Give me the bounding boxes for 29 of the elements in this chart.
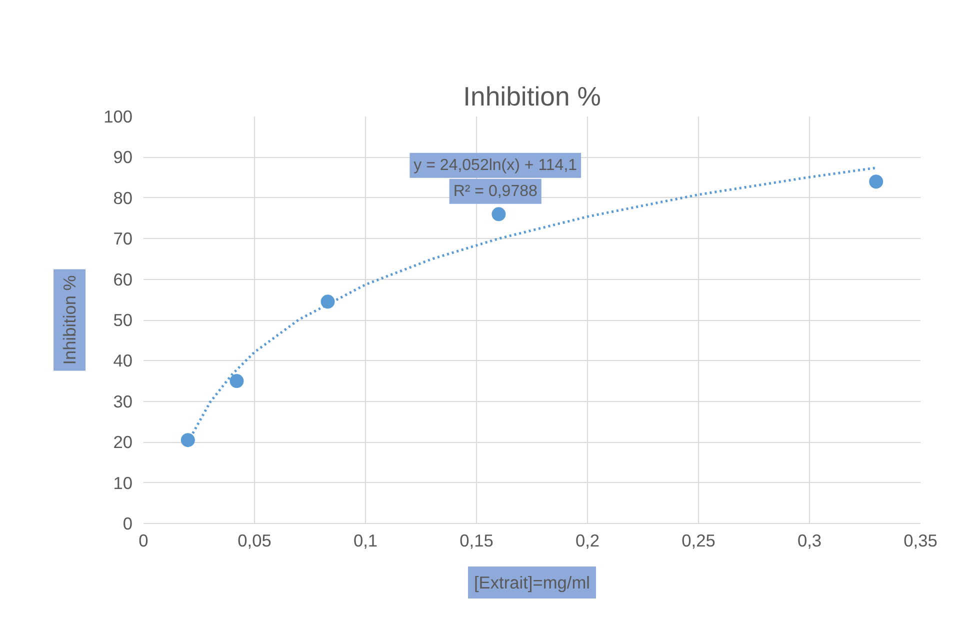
y-tick-label: 60 [113, 269, 133, 290]
y-tick-label: 50 [113, 310, 133, 330]
y-tick-label: 10 [113, 472, 133, 493]
x-tick-label: 0,05 [238, 530, 272, 550]
x-tick-label: 0,1 [353, 530, 378, 550]
point [230, 374, 244, 388]
y-axis-title: Inhibition % [60, 275, 80, 365]
y-tick-label: 0 [122, 514, 133, 534]
y-tick-label: 30 [113, 391, 133, 412]
x-axis-title: [Extrait]=mg/ml [474, 572, 590, 592]
x-tick-label: 0 [138, 530, 148, 550]
point [180, 433, 195, 448]
point [869, 174, 884, 189]
y-tick-label: 20 [113, 432, 133, 452]
x-tick-label: 0,35 [904, 530, 938, 550]
annotation: R² = 0,9788 [453, 182, 538, 200]
chart-title: Inhibition % [463, 82, 601, 112]
x-tick-label: 0,25 [682, 530, 716, 550]
point [492, 207, 506, 222]
annotation: y = 24,052ln(x) + 114,1 [414, 156, 578, 174]
y-tick-label: 70 [113, 228, 133, 249]
point [320, 294, 335, 309]
x-tick-label: 0,3 [797, 530, 822, 550]
y-tick-label: 40 [113, 350, 133, 371]
x-tick-label: 0,2 [575, 530, 600, 550]
x-tick-label: 0,15 [460, 530, 494, 550]
y-tick-label: 80 [113, 188, 133, 208]
y-tick-label: 90 [113, 147, 133, 168]
y-tick-label: 100 [104, 106, 133, 126]
